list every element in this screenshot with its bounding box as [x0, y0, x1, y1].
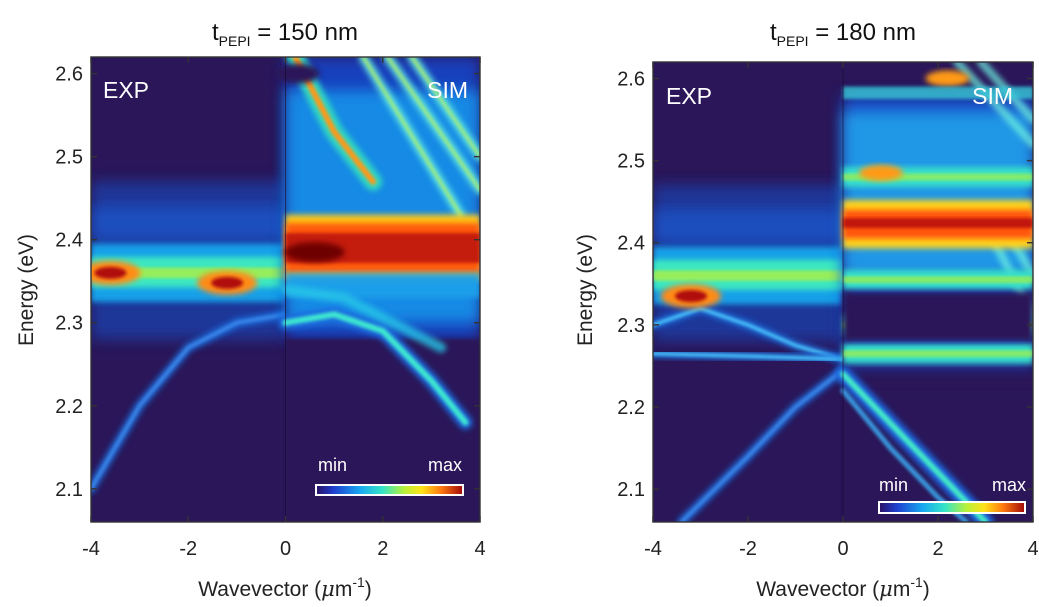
y-axis-label: Energy (eV)	[574, 234, 597, 346]
sim-mode-streak-core	[361, 57, 462, 217]
x-axis-label: Wavevector (μm-1)	[756, 574, 930, 601]
exp-upper-glow	[91, 206, 286, 240]
y-tick-label: 2.6	[55, 64, 83, 86]
sim-lower-branch	[840, 371, 989, 522]
exp-hotspot-core	[211, 276, 244, 289]
y-axis-label: Energy (eV)	[15, 234, 38, 346]
y-tick-label: 2.2	[55, 396, 83, 418]
axes: -4 -2 0 2 4 2.1 2.2 2.3 2.4 2.5 2.6	[617, 61, 1039, 560]
y-tick-label: 2.6	[617, 68, 645, 90]
sim-label: SIM	[427, 77, 468, 103]
y-tick-label: 2.5	[617, 151, 645, 173]
sim-mode-streak	[953, 62, 1033, 149]
x-tick-label: 4	[474, 538, 485, 560]
sim-dark-pocket	[275, 63, 320, 84]
sim-hotspot	[859, 164, 903, 181]
panel-title: tPEPI = 180 nm	[770, 19, 916, 49]
colorbar-max-label: max	[428, 455, 462, 475]
sim-band-core	[843, 350, 1033, 357]
y-tick-label: 2.4	[617, 233, 645, 255]
colorbar: min max	[878, 475, 1026, 514]
exp-exciton-peak	[91, 267, 286, 279]
chart-panel-180nm: tPEPI = 180 nm EXP SIM Energy (eV) Wavev…	[574, 19, 1039, 601]
sim-branch-arm	[280, 284, 447, 353]
x-tick-label: -2	[179, 538, 197, 560]
exp-hotspot-core	[94, 266, 127, 279]
x-tick-label: 0	[280, 538, 291, 560]
exp-label: EXP	[103, 77, 149, 103]
x-tick-label: 4	[1027, 538, 1038, 560]
chart-panel-150nm: tPEPI = 150 nm EXP SIM Energy (eV) Wavev…	[15, 19, 486, 601]
sim-exciton-band-core	[843, 218, 1033, 228]
exp-dispersion-branch	[653, 306, 845, 361]
heatmap	[91, 57, 480, 522]
heatmap	[653, 62, 1033, 522]
colorbar-max-label: max	[992, 475, 1026, 495]
exp-dispersion-branch	[680, 368, 845, 522]
sim-lower-branch	[282, 311, 469, 426]
y-tick-label: 2.5	[55, 147, 83, 169]
x-tick-label: -4	[82, 538, 100, 560]
y-tick-label: 2.1	[617, 479, 645, 501]
sim-exciton-peak	[284, 242, 345, 263]
sim-top-line	[843, 86, 1033, 99]
x-tick-label: -4	[644, 538, 662, 560]
y-tick-label: 2.3	[617, 315, 645, 337]
exp-dispersion-branch	[91, 312, 287, 491]
colorbar-min-label: min	[879, 475, 908, 495]
sim-mode-streak-core	[386, 57, 480, 192]
exp-hotspot-core	[675, 290, 707, 303]
x-axis-label: Wavevector (μm-1)	[198, 574, 372, 601]
sim-upper-field-light	[843, 111, 1033, 276]
sim-band-core	[843, 276, 1033, 283]
exp-exciton-peak	[653, 270, 843, 281]
exp-label: EXP	[666, 83, 712, 109]
axes: -4 -2 0 2 4 2.1 2.2 2.3 2.4 2.5 2.6	[55, 56, 486, 560]
colorbar-min-label: min	[318, 455, 347, 475]
sim-hotspot	[925, 70, 970, 87]
x-tick-label: -2	[739, 538, 757, 560]
panel-title: tPEPI = 150 nm	[212, 19, 358, 49]
sim-mode-streak-core	[410, 57, 480, 159]
colorbar-scale	[878, 501, 1026, 514]
x-tick-label: 0	[837, 538, 848, 560]
y-tick-label: 2.2	[617, 397, 645, 419]
sim-dark-region	[843, 292, 1033, 342]
colorbar: min max	[315, 455, 464, 496]
x-tick-label: 2	[377, 538, 388, 560]
exp-dispersion-branch	[653, 352, 845, 361]
y-tick-label: 2.4	[55, 230, 83, 252]
y-tick-label: 2.1	[55, 479, 83, 501]
x-tick-label: 2	[932, 538, 943, 560]
sim-band-core	[843, 173, 1033, 181]
exp-upper-glow	[653, 209, 843, 243]
sim-label: SIM	[972, 83, 1013, 109]
colorbar-scale	[315, 484, 464, 496]
y-tick-label: 2.3	[55, 313, 83, 335]
